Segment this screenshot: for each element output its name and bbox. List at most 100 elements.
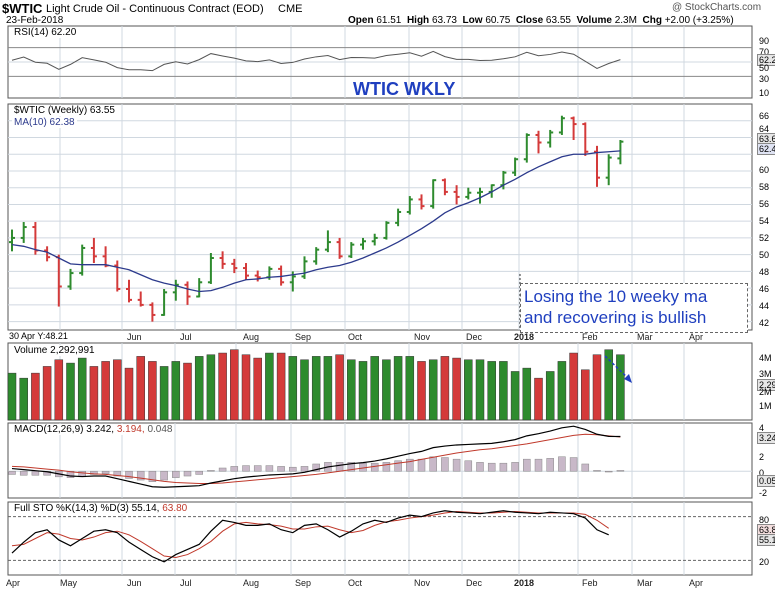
chg-value: +2.00 (+3.25%)	[664, 15, 734, 26]
macd-histogram-bar	[148, 470, 157, 482]
volume-label: Volume	[576, 15, 612, 26]
volume-bar	[66, 362, 75, 421]
volume-arrow-head	[624, 374, 632, 383]
macd-histogram-bar	[31, 470, 40, 476]
volume-bar	[241, 354, 251, 421]
price-tick: 52	[759, 233, 770, 243]
volume-bar	[581, 369, 590, 421]
volume-bar	[19, 377, 28, 421]
price-title-text: $WTIC (Weekly) 63.55	[14, 105, 115, 116]
macd-histogram-bar	[125, 470, 133, 479]
volume-bar	[276, 352, 286, 421]
x-label: Jul	[180, 578, 192, 588]
open-value: 61.51	[376, 15, 402, 26]
x-label: Feb	[582, 332, 598, 342]
volume-bar	[616, 354, 625, 421]
volume-bar	[89, 366, 99, 421]
volume-bar	[31, 372, 40, 421]
macd-histogram-bar	[312, 463, 320, 472]
macd-histogram-bar	[499, 462, 508, 472]
macd-histogram-bar	[546, 458, 554, 472]
chg-label: Chg	[642, 15, 662, 26]
volume-bar	[171, 361, 181, 421]
x-label: Mar	[637, 332, 653, 342]
macd-histogram-bar	[230, 466, 239, 472]
volume-bar	[136, 356, 145, 421]
volume-bar	[557, 361, 567, 421]
volume-bar	[54, 359, 64, 421]
volume-bar	[569, 352, 578, 421]
macd-histogram-bar	[253, 465, 262, 472]
volume-title: Volume 2,292,991	[12, 345, 97, 356]
ma-badge: 62.4	[757, 143, 775, 155]
volume-bar	[218, 352, 227, 421]
price-tick: 44	[759, 301, 770, 311]
low-value: 60.75	[485, 15, 511, 26]
ohlc-summary: Open 61.51 High 63.73 Low 60.75 Close 63…	[348, 15, 734, 26]
macd-histogram-bar	[160, 470, 168, 481]
macd-title-c: 0.048	[147, 424, 173, 435]
volume-arrow-line	[604, 355, 631, 381]
rsi-title: RSI(14) 62.20	[12, 27, 79, 38]
macd-histogram-bar	[335, 462, 344, 472]
x-label: Jun	[127, 332, 142, 342]
ma10-line	[11, 150, 621, 293]
volume-tick: 3M	[759, 369, 772, 379]
sto-k-line	[11, 510, 609, 563]
x-label: 2018	[514, 332, 535, 342]
x-label: Apr	[689, 332, 704, 342]
x-label: Apr	[689, 578, 704, 588]
volume-bar	[428, 359, 438, 421]
x-label: Jun	[127, 578, 142, 588]
macd-title-b: 3.194,	[116, 424, 145, 435]
open-label: Open	[348, 15, 374, 26]
wtic-annotation: WTIC WKLY	[353, 79, 456, 99]
sto-title: Full STO %K(14,3) %D(3) 55.14, 63.80	[12, 503, 190, 514]
price-tick: 54	[759, 216, 770, 226]
watermark: @ StockCharts.com	[672, 2, 762, 13]
volume-bar	[148, 361, 157, 421]
macd-histogram-bar	[382, 462, 391, 472]
price-tick: 66	[759, 111, 770, 121]
volume-bar	[323, 356, 333, 421]
volume-bar	[382, 359, 391, 421]
volume-bar	[101, 361, 110, 421]
rsi-title-text: RSI(14) 62.20	[14, 27, 77, 38]
price-tick: 42	[759, 318, 770, 328]
macd-line	[11, 425, 621, 488]
x-label: Aug	[243, 578, 260, 588]
price-tick: 58	[759, 182, 770, 192]
volume-badge: 2.29	[757, 379, 775, 391]
close-value: 63.55	[545, 15, 571, 26]
date-tag: 30 Apr Y:48.21	[7, 331, 70, 341]
x-label: Dec	[466, 578, 483, 588]
note-box: Losing the 10 weeky ma and recovering is…	[520, 283, 748, 333]
volume-bar	[534, 377, 543, 421]
volume-bar	[194, 356, 204, 421]
rsi-line	[11, 50, 621, 72]
rsi-tick: 10	[759, 88, 770, 98]
volume-bar	[335, 354, 344, 421]
volume-bar	[42, 366, 52, 421]
volume-bar	[206, 354, 216, 421]
macd-histogram-bar	[289, 466, 297, 472]
price-tick: 48	[759, 267, 770, 277]
volume-bar	[405, 356, 415, 421]
macd-histogram-bar	[300, 466, 309, 472]
macd-histogram-bar	[277, 466, 285, 472]
volume-bar	[440, 356, 450, 421]
macd-histogram-bar	[616, 470, 625, 472]
volume-bar	[487, 361, 496, 421]
x-label: Nov	[414, 578, 431, 588]
volume-bar	[7, 372, 17, 421]
volume-bar	[452, 357, 461, 421]
sto-panel-frame	[7, 501, 753, 576]
x-label: Oct	[348, 578, 363, 588]
macd-histogram-bar	[183, 470, 192, 477]
volume-bar	[124, 367, 134, 421]
macd-histogram-bar	[113, 470, 122, 477]
macd-histogram-bar	[464, 460, 473, 472]
rsi-badge: 62.2	[757, 54, 775, 66]
macd-histogram-bar	[441, 457, 449, 472]
macd-histogram-bar	[581, 463, 590, 472]
